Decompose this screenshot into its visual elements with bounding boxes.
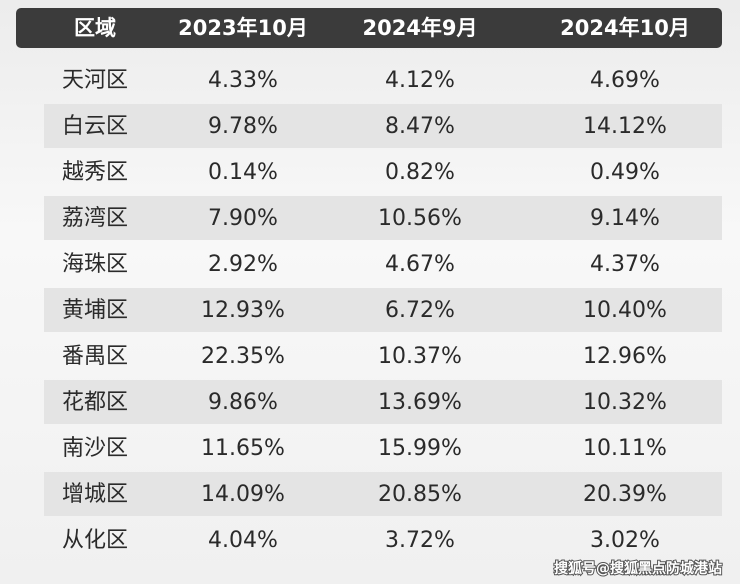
value-cell: 8.47%: [385, 114, 455, 139]
value-cell: 10.40%: [583, 298, 667, 323]
value-cell: 20.85%: [378, 482, 462, 507]
value-cell: 3.02%: [590, 528, 660, 553]
row-stripe: [44, 104, 722, 148]
value-cell: 3.72%: [385, 528, 455, 553]
district-cell: 黄埔区: [62, 298, 128, 323]
value-cell: 9.14%: [590, 206, 660, 231]
column-header: 2024年9月: [362, 16, 477, 40]
district-cell: 荔湾区: [62, 206, 128, 231]
value-cell: 0.14%: [208, 160, 278, 185]
value-cell: 4.37%: [590, 252, 660, 277]
value-cell: 9.86%: [208, 390, 278, 415]
district-cell: 海珠区: [62, 252, 128, 277]
value-cell: 4.69%: [590, 68, 660, 93]
value-cell: 0.49%: [590, 160, 660, 185]
value-cell: 20.39%: [583, 482, 667, 507]
value-cell: 2.92%: [208, 252, 278, 277]
column-header: 区域: [74, 16, 116, 40]
value-cell: 15.99%: [378, 436, 462, 461]
column-header: 2023年10月: [178, 16, 308, 40]
value-cell: 4.67%: [385, 252, 455, 277]
value-cell: 13.69%: [378, 390, 462, 415]
value-cell: 14.09%: [201, 482, 285, 507]
value-cell: 4.12%: [385, 68, 455, 93]
value-cell: 12.93%: [201, 298, 285, 323]
value-cell: 9.78%: [208, 114, 278, 139]
value-cell: 0.82%: [385, 160, 455, 185]
row-stripe: [44, 380, 722, 424]
district-cell: 天河区: [62, 68, 128, 93]
value-cell: 12.96%: [583, 344, 667, 369]
column-header: 2024年10月: [560, 16, 690, 40]
district-cell: 越秀区: [62, 160, 128, 185]
district-cell: 南沙区: [62, 436, 128, 461]
district-cell: 增城区: [62, 482, 128, 507]
district-cell: 番禺区: [62, 344, 128, 369]
value-cell: 4.33%: [208, 68, 278, 93]
value-cell: 6.72%: [385, 298, 455, 323]
value-cell: 22.35%: [201, 344, 285, 369]
district-cell: 白云区: [62, 114, 128, 139]
table-body: 天河区 4.33% 4.12% 4.69% 白云区 9.78% 8.47% 14.12% 越秀区…: [44, 68, 722, 553]
value-cell: 10.56%: [378, 206, 462, 231]
district-cell: 花都区: [62, 390, 128, 415]
value-cell: 4.04%: [208, 528, 278, 553]
value-cell: 10.37%: [378, 344, 462, 369]
district-cell: 从化区: [62, 528, 128, 553]
value-cell: 7.90%: [208, 206, 278, 231]
value-cell: 10.32%: [583, 390, 667, 415]
value-cell: 10.11%: [583, 436, 667, 461]
row-stripe: [44, 472, 722, 516]
row-stripe: [44, 196, 722, 240]
watermark: 搜狐号@搜狐黑点防城港站: [554, 560, 722, 577]
row-stripe: [44, 288, 722, 332]
value-cell: 11.65%: [201, 436, 285, 461]
header-bar: [16, 8, 722, 48]
value-cell: 14.12%: [583, 114, 667, 139]
